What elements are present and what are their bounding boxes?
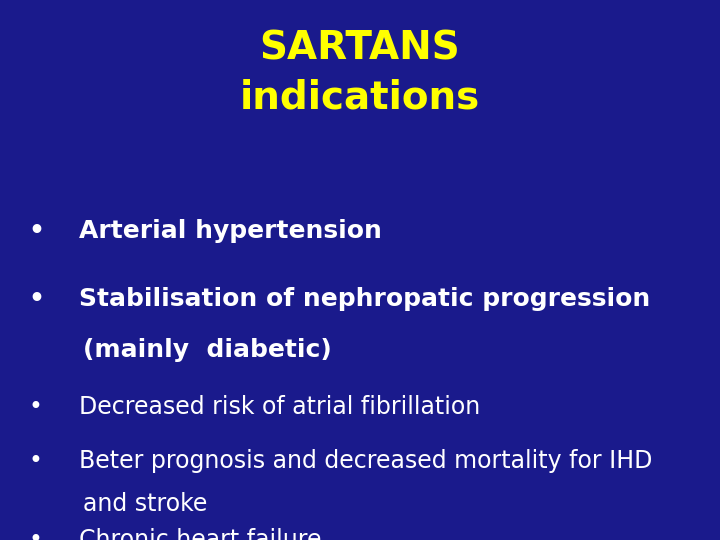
Text: •: • xyxy=(29,528,42,540)
Text: Beter prognosis and decreased mortality for IHD: Beter prognosis and decreased mortality … xyxy=(79,449,652,473)
Text: Chronic heart failure: Chronic heart failure xyxy=(79,528,322,540)
Text: •: • xyxy=(29,287,45,311)
Text: •: • xyxy=(29,219,45,242)
Text: •: • xyxy=(29,395,42,419)
Text: and stroke: and stroke xyxy=(83,492,207,516)
Text: •: • xyxy=(29,449,42,473)
Text: Decreased risk of atrial fibrillation: Decreased risk of atrial fibrillation xyxy=(79,395,480,419)
Text: Stabilisation of nephropatic progression: Stabilisation of nephropatic progression xyxy=(79,287,650,311)
Text: indications: indications xyxy=(240,78,480,116)
Text: Arterial hypertension: Arterial hypertension xyxy=(79,219,382,242)
Text: (mainly  diabetic): (mainly diabetic) xyxy=(83,338,331,361)
Text: SARTANS: SARTANS xyxy=(260,30,460,68)
